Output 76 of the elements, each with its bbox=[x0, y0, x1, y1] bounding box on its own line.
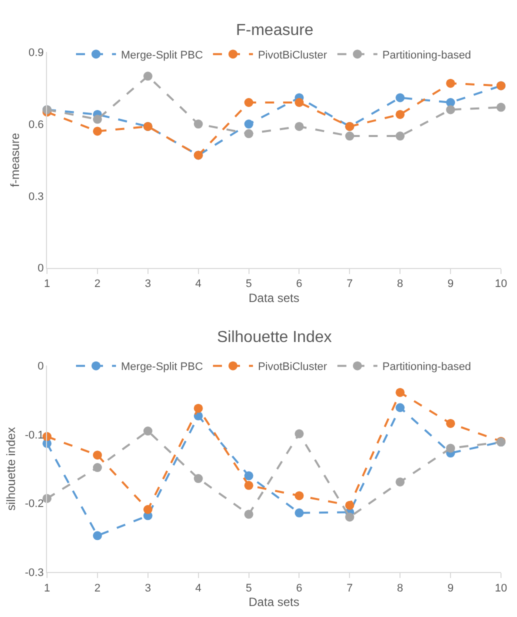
y-tick-label: -0.2 bbox=[24, 498, 44, 510]
point bbox=[92, 531, 102, 540]
x-tick-label: 6 bbox=[296, 278, 302, 290]
point bbox=[194, 120, 203, 129]
x-tick-label: 4 bbox=[195, 278, 202, 290]
x-tick-label: 10 bbox=[494, 278, 508, 290]
y-tick-label: 0 bbox=[38, 262, 44, 275]
y-tick-label: 0.3 bbox=[28, 190, 44, 203]
chart-title: Silhouette Index bbox=[217, 329, 332, 346]
point bbox=[294, 491, 304, 500]
point bbox=[294, 122, 304, 131]
point bbox=[396, 110, 405, 119]
x-axis-title: Data sets bbox=[248, 595, 300, 610]
x-tick-label: 8 bbox=[397, 582, 404, 594]
point bbox=[143, 504, 152, 514]
legend-label: Merge-Split PBC bbox=[121, 361, 203, 374]
legend-label: PivotBiCluster bbox=[258, 361, 328, 374]
x-tick-label: 6 bbox=[296, 582, 302, 594]
point bbox=[396, 477, 405, 486]
point bbox=[244, 120, 254, 129]
point bbox=[92, 114, 102, 124]
legend-label: PivotBiCluster bbox=[258, 49, 328, 62]
y-axis-title: f-measure bbox=[8, 132, 22, 188]
point bbox=[244, 98, 254, 107]
y-tick-label: 0 bbox=[38, 360, 44, 372]
point bbox=[496, 102, 506, 112]
legend-label: Partitioning-based bbox=[382, 361, 472, 374]
point bbox=[446, 78, 456, 88]
legend-label: Merge-Split PBC bbox=[121, 49, 203, 62]
x-axis-title: Data sets bbox=[248, 290, 300, 305]
x-tick-label: 1 bbox=[44, 278, 50, 290]
x-tick-label: 9 bbox=[447, 582, 454, 594]
point bbox=[92, 463, 102, 472]
x-tick-label: 3 bbox=[144, 278, 151, 290]
x-tick-label: 5 bbox=[246, 278, 252, 290]
y-axis-title: silhouette index bbox=[4, 427, 18, 511]
point bbox=[194, 404, 203, 413]
point bbox=[244, 510, 254, 519]
x-tick-label: 4 bbox=[195, 582, 202, 594]
point bbox=[345, 512, 354, 522]
point bbox=[446, 105, 456, 114]
x-tick-label: 1 bbox=[44, 582, 50, 594]
point bbox=[294, 508, 304, 518]
point bbox=[244, 129, 254, 138]
point bbox=[244, 471, 254, 480]
point bbox=[92, 450, 102, 460]
y-tick-label: -0.1 bbox=[24, 429, 44, 442]
y-tick-label: -0.3 bbox=[24, 566, 44, 579]
point bbox=[345, 500, 354, 510]
x-tick-label: 2 bbox=[94, 582, 101, 594]
legend-label: Partitioning-based bbox=[382, 49, 472, 62]
x-tick-label: 7 bbox=[346, 278, 353, 290]
point bbox=[92, 126, 102, 136]
point bbox=[143, 426, 152, 436]
point bbox=[345, 132, 354, 141]
x-tick-label: 3 bbox=[144, 582, 151, 594]
point bbox=[446, 444, 456, 453]
y-tick-label: 0.9 bbox=[28, 47, 44, 60]
point bbox=[396, 403, 405, 412]
point bbox=[194, 474, 203, 484]
point bbox=[396, 388, 405, 397]
point bbox=[446, 418, 456, 428]
point bbox=[294, 429, 304, 438]
x-tick-label: 8 bbox=[397, 278, 404, 290]
x-tick-label: 10 bbox=[494, 582, 508, 594]
x-tick-label: 2 bbox=[94, 278, 101, 290]
x-tick-label: 9 bbox=[447, 278, 454, 290]
point bbox=[244, 480, 254, 490]
y-tick-label: 0.6 bbox=[28, 118, 44, 131]
x-tick-label: 7 bbox=[346, 582, 353, 594]
chart-title: F-measure bbox=[236, 22, 314, 39]
point bbox=[143, 72, 152, 81]
point bbox=[294, 98, 304, 107]
point bbox=[396, 93, 405, 102]
point bbox=[396, 132, 405, 141]
x-tick-label: 5 bbox=[246, 582, 252, 594]
